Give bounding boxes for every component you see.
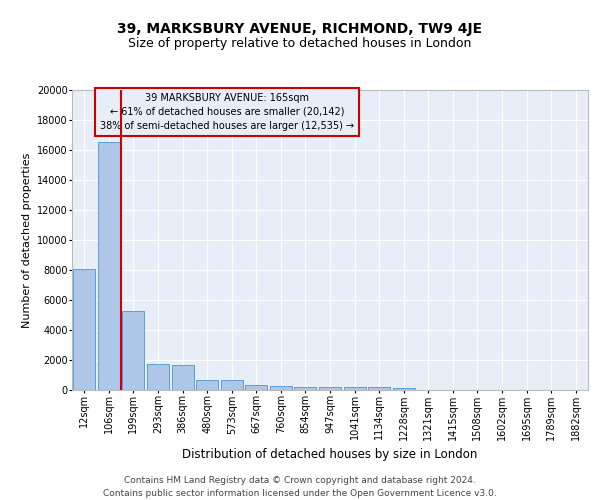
Bar bbox=[73, 268, 95, 390]
Bar bbox=[270, 386, 292, 390]
Text: Size of property relative to detached houses in London: Size of property relative to detached ho… bbox=[128, 38, 472, 51]
Bar bbox=[147, 364, 169, 390]
Bar bbox=[368, 388, 390, 390]
Bar bbox=[122, 311, 145, 390]
Bar bbox=[98, 142, 120, 390]
Text: 39 MARKSBURY AVENUE: 165sqm
← 61% of detached houses are smaller (20,142)
38% of: 39 MARKSBURY AVENUE: 165sqm ← 61% of det… bbox=[100, 93, 354, 131]
Bar bbox=[344, 388, 365, 390]
Bar bbox=[221, 380, 243, 390]
Bar bbox=[172, 364, 194, 390]
Bar bbox=[196, 380, 218, 390]
Text: Contains HM Land Registry data © Crown copyright and database right 2024.
Contai: Contains HM Land Registry data © Crown c… bbox=[103, 476, 497, 498]
Bar bbox=[295, 386, 316, 390]
Text: 39, MARKSBURY AVENUE, RICHMOND, TW9 4JE: 39, MARKSBURY AVENUE, RICHMOND, TW9 4JE bbox=[118, 22, 482, 36]
Bar bbox=[245, 385, 268, 390]
Bar bbox=[392, 388, 415, 390]
Y-axis label: Number of detached properties: Number of detached properties bbox=[22, 152, 32, 328]
X-axis label: Distribution of detached houses by size in London: Distribution of detached houses by size … bbox=[182, 448, 478, 461]
Bar bbox=[319, 387, 341, 390]
